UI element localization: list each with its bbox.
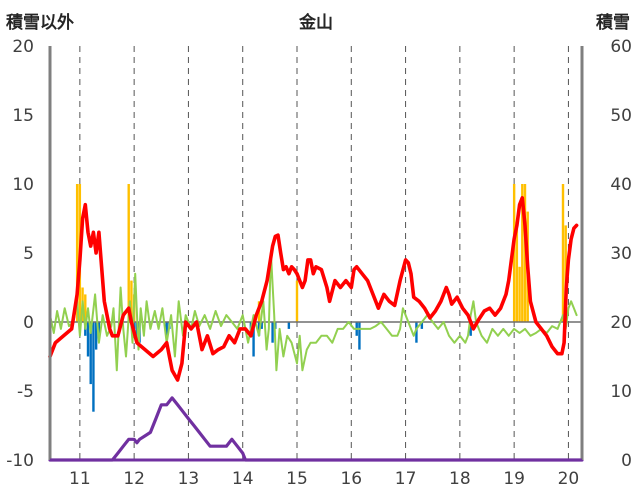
- x-tick-label: 16: [340, 469, 362, 489]
- x-tick-label: 18: [449, 469, 471, 489]
- y-left-tick-label: 20: [12, 37, 34, 57]
- x-tick-label: 12: [123, 469, 145, 489]
- axes: [48, 46, 584, 462]
- bar-orange: [512, 184, 516, 322]
- bar-orange: [521, 184, 524, 322]
- bar-blue: [271, 322, 274, 343]
- grid: [79, 46, 569, 460]
- x-tick-label: 19: [503, 469, 525, 489]
- right-axis-title: 積雪: [596, 12, 630, 33]
- y-left-tick-label: -10: [6, 451, 34, 471]
- series-line-purple: [48, 396, 584, 462]
- bar-orange: [84, 294, 87, 322]
- chart-title: 金山: [298, 12, 333, 33]
- bar-blue: [420, 322, 424, 329]
- y-right-tick-label: 20: [610, 313, 632, 333]
- y-left-tick-label: 0: [23, 313, 34, 333]
- y-right-tick-label: 60: [610, 37, 632, 57]
- bar-blue: [415, 322, 418, 343]
- bar-blue: [469, 322, 472, 336]
- bar-orange: [127, 184, 130, 322]
- x-tick-label: 20: [558, 469, 580, 489]
- bar-orange: [515, 225, 519, 322]
- x-tick-label: 14: [232, 469, 254, 489]
- bar-blue: [252, 322, 255, 357]
- bar-orange: [75, 184, 79, 322]
- left-axis-title: 積雪以外: [6, 12, 74, 33]
- y-left-tick-label: 5: [23, 244, 34, 264]
- y-right-tick-label: 30: [610, 244, 632, 264]
- bar-blue: [287, 322, 291, 329]
- bar-orange: [295, 280, 299, 322]
- series-lines: [48, 196, 584, 462]
- bar-blue: [86, 322, 90, 357]
- y-right-tick-label: 40: [610, 175, 632, 195]
- bar-blue: [89, 322, 92, 385]
- bar-blue: [94, 322, 98, 350]
- bar-blue: [358, 322, 361, 350]
- x-tick-label: 11: [69, 469, 91, 489]
- bar-blue: [92, 322, 95, 412]
- bars: [75, 184, 567, 412]
- x-tick-label: 17: [395, 469, 417, 489]
- bar-orange: [130, 280, 133, 322]
- bar-blue: [97, 322, 101, 336]
- y-right-tick-label: 0: [621, 451, 632, 471]
- bar-orange: [561, 184, 565, 322]
- series-line-red: [48, 196, 579, 382]
- x-tick-label: 15: [286, 469, 308, 489]
- y-left-tick-label: -5: [17, 382, 34, 402]
- bar-blue: [260, 322, 263, 329]
- bar-orange: [518, 266, 521, 322]
- y-right-tick-label: 50: [610, 106, 632, 126]
- x-tick-label: 13: [178, 469, 200, 489]
- y-left-tick-label: 15: [12, 106, 34, 126]
- bar-blue: [165, 322, 168, 336]
- y-right-tick-label: 10: [610, 382, 632, 402]
- y-left-tick-label: 10: [12, 175, 34, 195]
